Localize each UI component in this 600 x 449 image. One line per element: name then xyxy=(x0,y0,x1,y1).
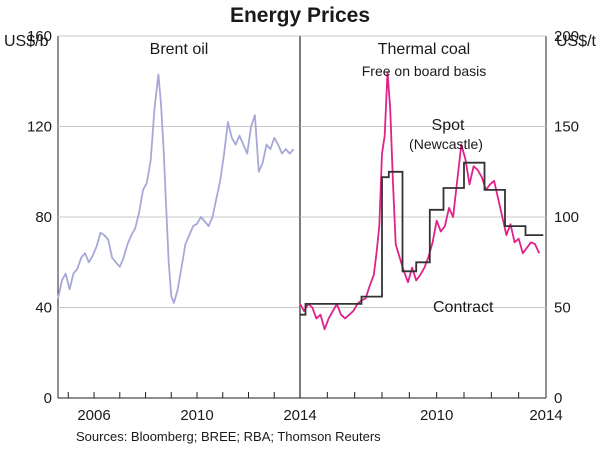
spot-newcastle-series-line xyxy=(299,71,541,331)
brent-y-axis-unit: US$/b xyxy=(4,33,49,50)
coal-x-ticks xyxy=(299,392,547,398)
chart-title: Energy Prices xyxy=(230,4,370,27)
brent-gridlines xyxy=(58,35,300,308)
thermal-coal-panel: US$/t Thermal coal Free on board basis S… xyxy=(299,28,597,424)
coal-y-axis-unit: US$/t xyxy=(556,33,597,50)
brent-oil-panel: US$/b Brent oil 0 40 80 120 160 2006 2010 2014 xyxy=(4,28,317,424)
brent-y-tick-label: 120 xyxy=(27,119,52,136)
brent-y-tick-label: 40 xyxy=(35,300,52,317)
brent-y-tick-label: 80 xyxy=(35,209,52,226)
brent-y-tick-labels: 0 40 80 120 160 xyxy=(27,28,52,407)
coal-y-tick-label: 200 xyxy=(554,28,579,45)
coal-x-tick-labels: 2010 2014 xyxy=(420,407,563,424)
brent-x-tick-label: 2014 xyxy=(283,407,316,424)
source-note: Sources: Bloomberg; BREE; RBA; Thomson R… xyxy=(76,429,381,444)
coal-x-tick-label: 2010 xyxy=(420,407,453,424)
brent-x-tick-label: 2006 xyxy=(77,407,110,424)
coal-y-tick-label: 50 xyxy=(554,300,571,317)
brent-y-tick-label: 160 xyxy=(27,28,52,45)
coal-panel-subtitle: Free on board basis xyxy=(362,63,487,79)
brent-x-tick-label: 2010 xyxy=(180,407,213,424)
spot-series-label-newcastle: (Newcastle) xyxy=(409,136,483,152)
spot-series-label: Spot xyxy=(432,117,465,134)
coal-y-tick-labels: 0 50 100 150 200 xyxy=(554,28,579,407)
brent-oil-series-line xyxy=(57,73,295,304)
contract-series-label: Contract xyxy=(433,299,494,316)
brent-panel-title: Brent oil xyxy=(150,41,209,58)
coal-gridlines xyxy=(300,35,546,308)
coal-y-tick-label: 100 xyxy=(554,209,579,226)
coal-y-tick-label: 150 xyxy=(554,119,579,136)
coal-x-tick-label: 2014 xyxy=(529,407,562,424)
brent-y-tick-label: 0 xyxy=(44,390,52,407)
brent-x-tick-labels: 2006 2010 2014 xyxy=(77,407,316,424)
coal-panel-title: Thermal coal xyxy=(378,41,470,58)
contract-series-line xyxy=(300,161,544,316)
brent-x-ticks xyxy=(67,392,301,398)
coal-y-tick-label: 0 xyxy=(554,390,562,407)
